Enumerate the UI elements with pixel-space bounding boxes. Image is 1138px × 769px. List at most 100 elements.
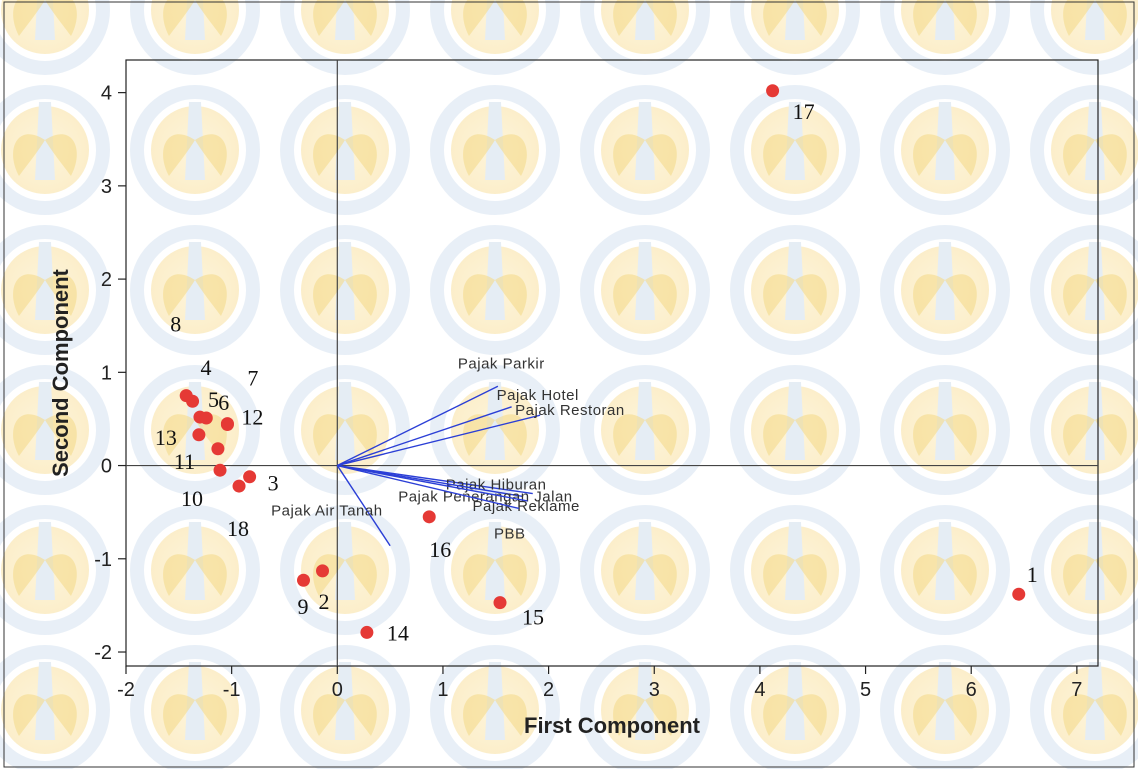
watermark-logo [887, 652, 1003, 768]
point-label: 11 [174, 449, 195, 474]
y-tick-label: -1 [94, 549, 112, 571]
y-tick-label: 1 [101, 362, 112, 384]
score-point [232, 479, 246, 493]
watermark-logo [137, 232, 253, 348]
score-point [179, 389, 193, 403]
watermark-logo [137, 0, 253, 68]
watermark-logo [737, 652, 853, 768]
loading-vector [336, 465, 391, 547]
watermark-logo [737, 0, 853, 68]
y-tick-label: 0 [101, 456, 112, 478]
loading-vector [337, 464, 520, 510]
x-tick-label: 0 [332, 679, 343, 701]
watermark-logo [0, 0, 103, 68]
loading-vector [337, 406, 512, 467]
watermark-logo [0, 512, 103, 628]
plot-frame [125, 59, 1099, 667]
y-tick-label: 3 [101, 176, 112, 198]
x-axis: -2 -1 0 1 2 3 4 5 6 7 [117, 666, 1082, 701]
outer-border [3, 1, 1135, 768]
watermark-logo [587, 512, 703, 628]
watermark-logo [287, 92, 403, 208]
score-point [213, 463, 227, 477]
loading-vector [337, 464, 533, 495]
score-point [243, 470, 257, 484]
x-tick-label: 7 [1071, 679, 1082, 701]
watermark-logo [437, 92, 553, 208]
watermark-logo [287, 652, 403, 768]
watermark-logo [1037, 0, 1138, 68]
vector-label: Pajak Reklame [472, 498, 579, 515]
watermark-logo [587, 0, 703, 68]
watermark-logo [287, 372, 403, 488]
watermark-logo [1037, 92, 1138, 208]
watermark-logo [437, 0, 553, 68]
watermark-logo [887, 232, 1003, 348]
watermark-logo [587, 232, 703, 348]
watermark-logo [437, 652, 553, 768]
score-point [220, 418, 234, 432]
watermark-logo [1037, 512, 1138, 628]
watermark-logo [287, 0, 403, 68]
score-point [422, 510, 436, 524]
score-point [211, 442, 225, 456]
point-label: 12 [241, 405, 263, 430]
point-label: 13 [155, 425, 177, 450]
vector-label: Pajak Parkir [458, 355, 545, 372]
point-label: 14 [387, 620, 409, 645]
score-point [199, 411, 213, 425]
watermark-logo [287, 232, 403, 348]
score-point [493, 596, 507, 610]
point-label: 8 [170, 312, 181, 337]
watermark-logo [737, 372, 853, 488]
watermark-logo [887, 92, 1003, 208]
point-label: 1 [1027, 562, 1038, 587]
point-label: 5 [208, 387, 219, 412]
point-label: 9 [297, 594, 308, 619]
watermark-logo [887, 512, 1003, 628]
vector-label: PBB [494, 525, 526, 542]
watermark-logo [1037, 652, 1138, 768]
y-axis-title: Second Component [48, 268, 73, 476]
vector-label: Pajak Air Tanah [271, 503, 382, 520]
loading-vector [336, 385, 499, 467]
y-axis: -2 -1 0 1 2 3 4 [94, 83, 126, 664]
watermark-logo [737, 232, 853, 348]
watermark-logo [1037, 372, 1138, 488]
watermark-logo [0, 92, 103, 208]
y-tick-label: 2 [101, 269, 112, 291]
loading-vector [337, 464, 528, 502]
x-axis-title: First Component [524, 713, 701, 738]
point-label: 7 [247, 366, 258, 391]
vector-label: Pajak Hiburan [446, 477, 547, 494]
point-label: 2 [319, 589, 330, 614]
watermark-logo [0, 652, 103, 768]
watermark-logo [887, 372, 1003, 488]
x-tick-label: 2 [543, 679, 554, 701]
score-point [316, 564, 330, 578]
score-point [1012, 587, 1026, 601]
point-label: 17 [793, 99, 815, 124]
loading-vector [337, 414, 541, 467]
point-label: 3 [268, 471, 279, 496]
vector-label: Pajak Restoran [515, 402, 625, 419]
x-tick-label: 3 [649, 679, 660, 701]
point-label: 16 [429, 537, 451, 562]
x-tick-label: 4 [754, 679, 765, 701]
vector-label: Pajak Penerangan Jalan [398, 488, 572, 505]
x-tick-label: -2 [117, 679, 135, 701]
y-tick-label: 4 [101, 83, 112, 105]
watermark-logo [137, 92, 253, 208]
x-tick-label: 5 [860, 679, 871, 701]
watermark-logo [137, 652, 253, 768]
watermark-logo [587, 372, 703, 488]
watermark-logo [737, 512, 853, 628]
watermark-logo [437, 232, 553, 348]
score-point [360, 625, 374, 639]
watermark-logo [887, 0, 1003, 68]
